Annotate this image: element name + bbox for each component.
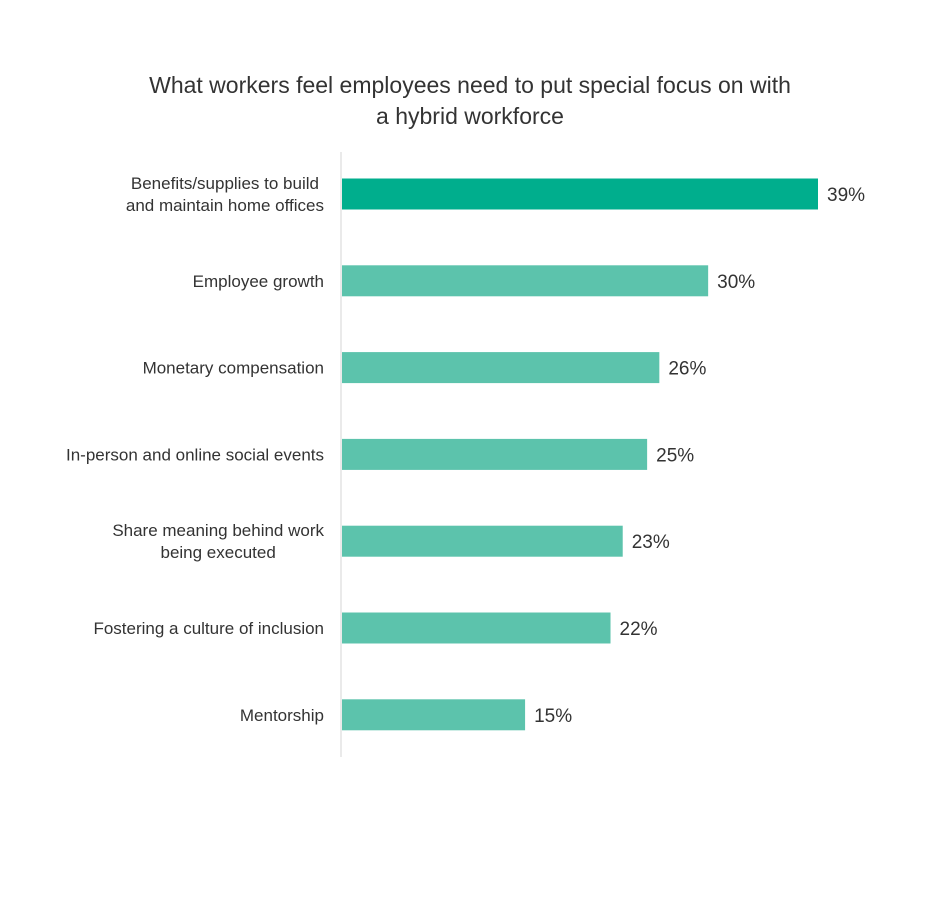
bar-value-label: 26% bbox=[668, 359, 706, 380]
category-label: Mentorship bbox=[240, 706, 324, 725]
category-label: Monetary compensation bbox=[143, 359, 324, 378]
bar bbox=[342, 525, 623, 557]
bar-value-label: 39% bbox=[827, 185, 865, 206]
category-label: Fostering a culture of inclusion bbox=[93, 619, 324, 638]
chart-title: What workers feel employees need to put … bbox=[70, 70, 870, 132]
bar bbox=[342, 352, 660, 384]
bar-value-label: 23% bbox=[632, 532, 670, 553]
bar bbox=[342, 178, 818, 210]
category-label: Employee growth bbox=[193, 272, 324, 291]
bar-value-label: 22% bbox=[620, 619, 658, 640]
chart-title-line-2: a hybrid workforce bbox=[376, 103, 564, 129]
chart-title-line-1: What workers feel employees need to put … bbox=[149, 72, 791, 98]
bar-value-label: 25% bbox=[656, 445, 694, 466]
bar bbox=[342, 438, 648, 470]
bar-value-label: 30% bbox=[717, 272, 755, 293]
bar-value-label: 15% bbox=[534, 706, 572, 727]
category-label: In-person and online social events bbox=[66, 445, 324, 464]
bar bbox=[342, 699, 526, 731]
category-label: Share meaning behind work being executed bbox=[112, 521, 324, 562]
bar bbox=[342, 265, 709, 297]
bar bbox=[342, 612, 611, 644]
category-label: Benefits/supplies to build and maintain h… bbox=[126, 174, 324, 215]
